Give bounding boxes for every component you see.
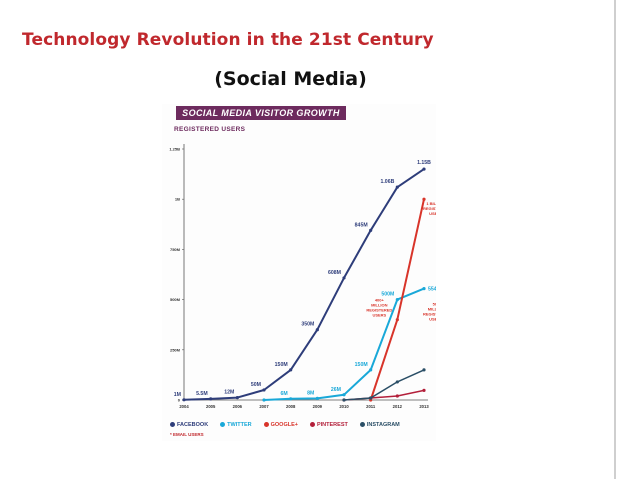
data-label-0-6: 608M <box>328 270 341 276</box>
data-point-1-8 <box>395 298 399 302</box>
x-tick-label-5: 2009 <box>313 404 323 409</box>
data-point-4-7 <box>369 396 373 400</box>
slide-title: Technology Revolution in the 21st Centur… <box>22 30 434 50</box>
data-point-0-5 <box>315 328 319 332</box>
data-point-3-8 <box>395 394 399 398</box>
data-point-2-8 <box>395 318 399 322</box>
annotation-1-line-1: MILLION <box>428 307 436 312</box>
data-point-0-6 <box>342 276 346 280</box>
chart-figure: SOCIAL MEDIA VISITOR GROWTH REGISTERED U… <box>162 104 436 441</box>
y-tick-label-4: 1B <box>175 197 180 202</box>
data-label-0-2: 12M <box>224 390 234 396</box>
data-point-4-8 <box>395 380 399 384</box>
data-label-0-8: 1.06B <box>380 179 394 185</box>
data-label-0-9: 1.15B <box>417 160 431 166</box>
annotation-1-line-0: 500 <box>433 302 436 307</box>
series-line-facebook <box>183 168 425 401</box>
data-label-0-7: 845M <box>355 222 368 228</box>
legend-label: PINTEREST <box>316 422 348 428</box>
series-line-instagram <box>343 369 425 401</box>
x-tick-label-2: 2006 <box>233 404 243 409</box>
legend-item-facebook: FACEBOOK <box>170 422 208 428</box>
x-tick-label-4: 2008 <box>286 404 296 409</box>
data-point-2-9 <box>422 197 426 201</box>
data-point-1-4 <box>289 397 293 401</box>
data-point-0-1 <box>209 397 213 401</box>
data-label-1-5: 8M <box>307 390 314 396</box>
data-point-0-3 <box>262 388 266 392</box>
legend-swatch <box>359 422 365 427</box>
annotation-2-line-2: REGISTERED <box>366 308 392 313</box>
data-label-0-1: 5.5M <box>196 391 208 397</box>
data-point-1-3 <box>262 398 266 402</box>
x-tick-label-8: 2012 <box>393 404 403 409</box>
data-point-3-9 <box>422 388 426 392</box>
annotation-2-line-1: MILLION <box>371 303 388 308</box>
data-label-1-4: 6M <box>280 391 287 397</box>
legend-label: INSTAGRAM <box>366 422 400 428</box>
annotation-1-line-2: REGISTERED <box>423 312 436 317</box>
data-point-0-4 <box>289 368 293 372</box>
chart-legend: FACEBOOK TWITTER GOOGLE+ PINTEREST INSTAGRAM <box>170 422 432 428</box>
line-chart: 0 250M 500M 750M 1B 1.25B 2004 2005 2006 2007 2008… <box>169 144 436 409</box>
data-label-1-6: 26M <box>331 387 341 393</box>
annotation-0-line-0: 1 BILLION <box>426 201 436 206</box>
data-point-4-6 <box>342 398 346 402</box>
y-tick-label-0: 0 <box>178 398 181 403</box>
legend-label: FACEBOOK <box>177 422 209 428</box>
legend-swatch <box>220 422 226 427</box>
data-label-1-9: 554.7M <box>428 287 436 293</box>
x-tick-label-6: 2010 <box>339 404 349 409</box>
data-point-0-2 <box>235 395 239 400</box>
legend-swatch <box>170 422 175 427</box>
y-tick-label-5: 1.25B <box>169 147 180 152</box>
annotation-2-line-0: 400+ <box>375 298 385 303</box>
annotation-1-line-3: USERS <box>429 317 436 322</box>
data-point-1-9 <box>422 287 426 291</box>
x-tick-label-0: 2004 <box>179 404 189 409</box>
legend-note: * EMAIL USERS <box>170 432 204 437</box>
legend-swatch <box>263 422 269 427</box>
y-tick-label-3: 750M <box>170 247 181 252</box>
annotation-2-line-3: USERS <box>372 313 386 318</box>
data-label-1-8: 500M <box>381 292 394 298</box>
data-point-1-6 <box>342 393 346 397</box>
legend-item-twitter: TWITTER <box>220 422 252 428</box>
x-tick-label-1: 2005 <box>206 404 216 409</box>
legend-swatch <box>309 422 315 427</box>
x-tick-label-9: 2013 <box>419 404 429 409</box>
x-tick-label-7: 2011 <box>366 404 376 409</box>
legend-item-instagram: INSTAGRAM <box>359 422 400 428</box>
legend-item-google-: GOOGLE+ <box>263 422 298 428</box>
legend-label: TWITTER <box>227 422 252 428</box>
data-point-0-0 <box>182 398 186 402</box>
slide-divider <box>614 0 616 479</box>
data-point-1-7 <box>369 368 373 372</box>
x-tick-label-3: 2007 <box>259 404 269 409</box>
y-tick-label-1: 250M <box>170 347 181 352</box>
data-label-1-7: 150M <box>355 362 368 368</box>
data-label-0-3: 50M <box>251 382 261 388</box>
legend-item-pinterest: PINTEREST <box>309 422 348 428</box>
y-axis-label: REGISTERED USERS <box>174 126 246 133</box>
data-point-0-8 <box>395 185 399 189</box>
chart-title: SOCIAL MEDIA VISITOR GROWTH <box>176 106 346 120</box>
data-label-0-0: 1M <box>174 392 181 398</box>
data-point-4-9 <box>422 368 426 372</box>
slide-subtitle: (Social Media) <box>214 68 367 90</box>
data-point-0-9 <box>422 167 426 171</box>
data-label-0-5: 350M <box>301 322 314 328</box>
data-point-0-7 <box>369 228 373 232</box>
annotation-0-line-1: REGISTERED <box>423 206 436 211</box>
y-tick-label-2: 500M <box>170 297 181 302</box>
data-point-1-5 <box>315 396 319 400</box>
annotation-0-line-2: USERS <box>429 211 436 216</box>
data-label-0-4: 150M <box>275 362 288 368</box>
legend-label: GOOGLE+ <box>270 422 298 428</box>
